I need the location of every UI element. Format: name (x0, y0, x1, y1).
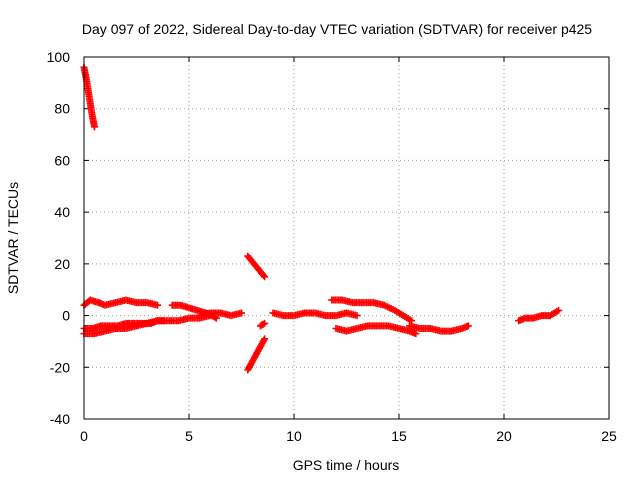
y-axis-label: SDTVAR / TECUs (5, 182, 21, 294)
data-point (259, 320, 267, 328)
x-tick-label: 25 (601, 428, 617, 444)
series-arc-8 (244, 335, 269, 374)
data-points (80, 63, 563, 374)
x-axis-label: GPS time / hours (293, 457, 400, 473)
data-point (412, 330, 420, 338)
y-tick-label: 0 (62, 308, 70, 324)
data-point (238, 309, 245, 317)
x-tick-label: 0 (80, 428, 88, 444)
series-arc-1 (80, 63, 98, 131)
series-arc-10 (269, 309, 361, 320)
data-point (91, 123, 98, 131)
series-arc-6 (196, 309, 245, 320)
data-point (260, 271, 268, 279)
data-point (261, 335, 269, 343)
y-tick-label: 100 (47, 49, 71, 65)
y-tick-label: -20 (50, 359, 70, 375)
data-point (353, 312, 361, 320)
x-tick-label: 10 (286, 428, 302, 444)
series-arc-12 (332, 322, 420, 338)
y-tick-label: -40 (50, 411, 70, 427)
x-tick-label: 20 (496, 428, 512, 444)
series-arc-9 (256, 319, 269, 330)
series-arc-2 (80, 296, 161, 309)
plot-frame (83, 56, 610, 420)
data-point (261, 273, 269, 281)
x-tick-label: 5 (185, 428, 193, 444)
y-tick-label: 60 (54, 152, 70, 168)
y-tick-label: 20 (54, 256, 70, 272)
series-arc-5 (80, 317, 168, 332)
data-point (160, 317, 168, 325)
series-arc-14 (515, 306, 563, 325)
y-tick-label: 40 (54, 204, 70, 220)
series-arc-13 (406, 322, 472, 335)
data-point (261, 319, 269, 327)
data-point (464, 322, 472, 330)
grid (84, 57, 609, 419)
data-point (154, 301, 161, 309)
series-arc-7 (244, 252, 269, 281)
series-arc-11 (328, 296, 416, 325)
chart-title: Day 097 of 2022, Sidereal Day-to-day VTE… (82, 21, 592, 37)
data-point (555, 306, 563, 314)
y-tick-label: 80 (54, 101, 70, 117)
x-tick-label: 15 (391, 428, 407, 444)
